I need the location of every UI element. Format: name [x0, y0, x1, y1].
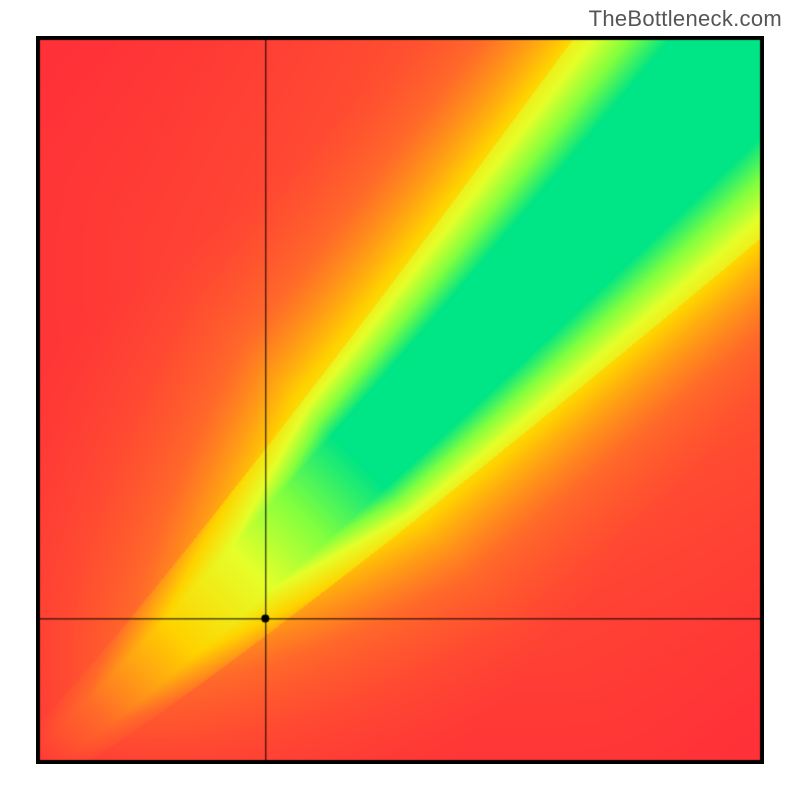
- heatmap-plot: [36, 36, 764, 764]
- watermark-text: TheBottleneck.com: [589, 6, 782, 32]
- page-container: TheBottleneck.com: [0, 0, 800, 800]
- heatmap-canvas: [36, 36, 764, 764]
